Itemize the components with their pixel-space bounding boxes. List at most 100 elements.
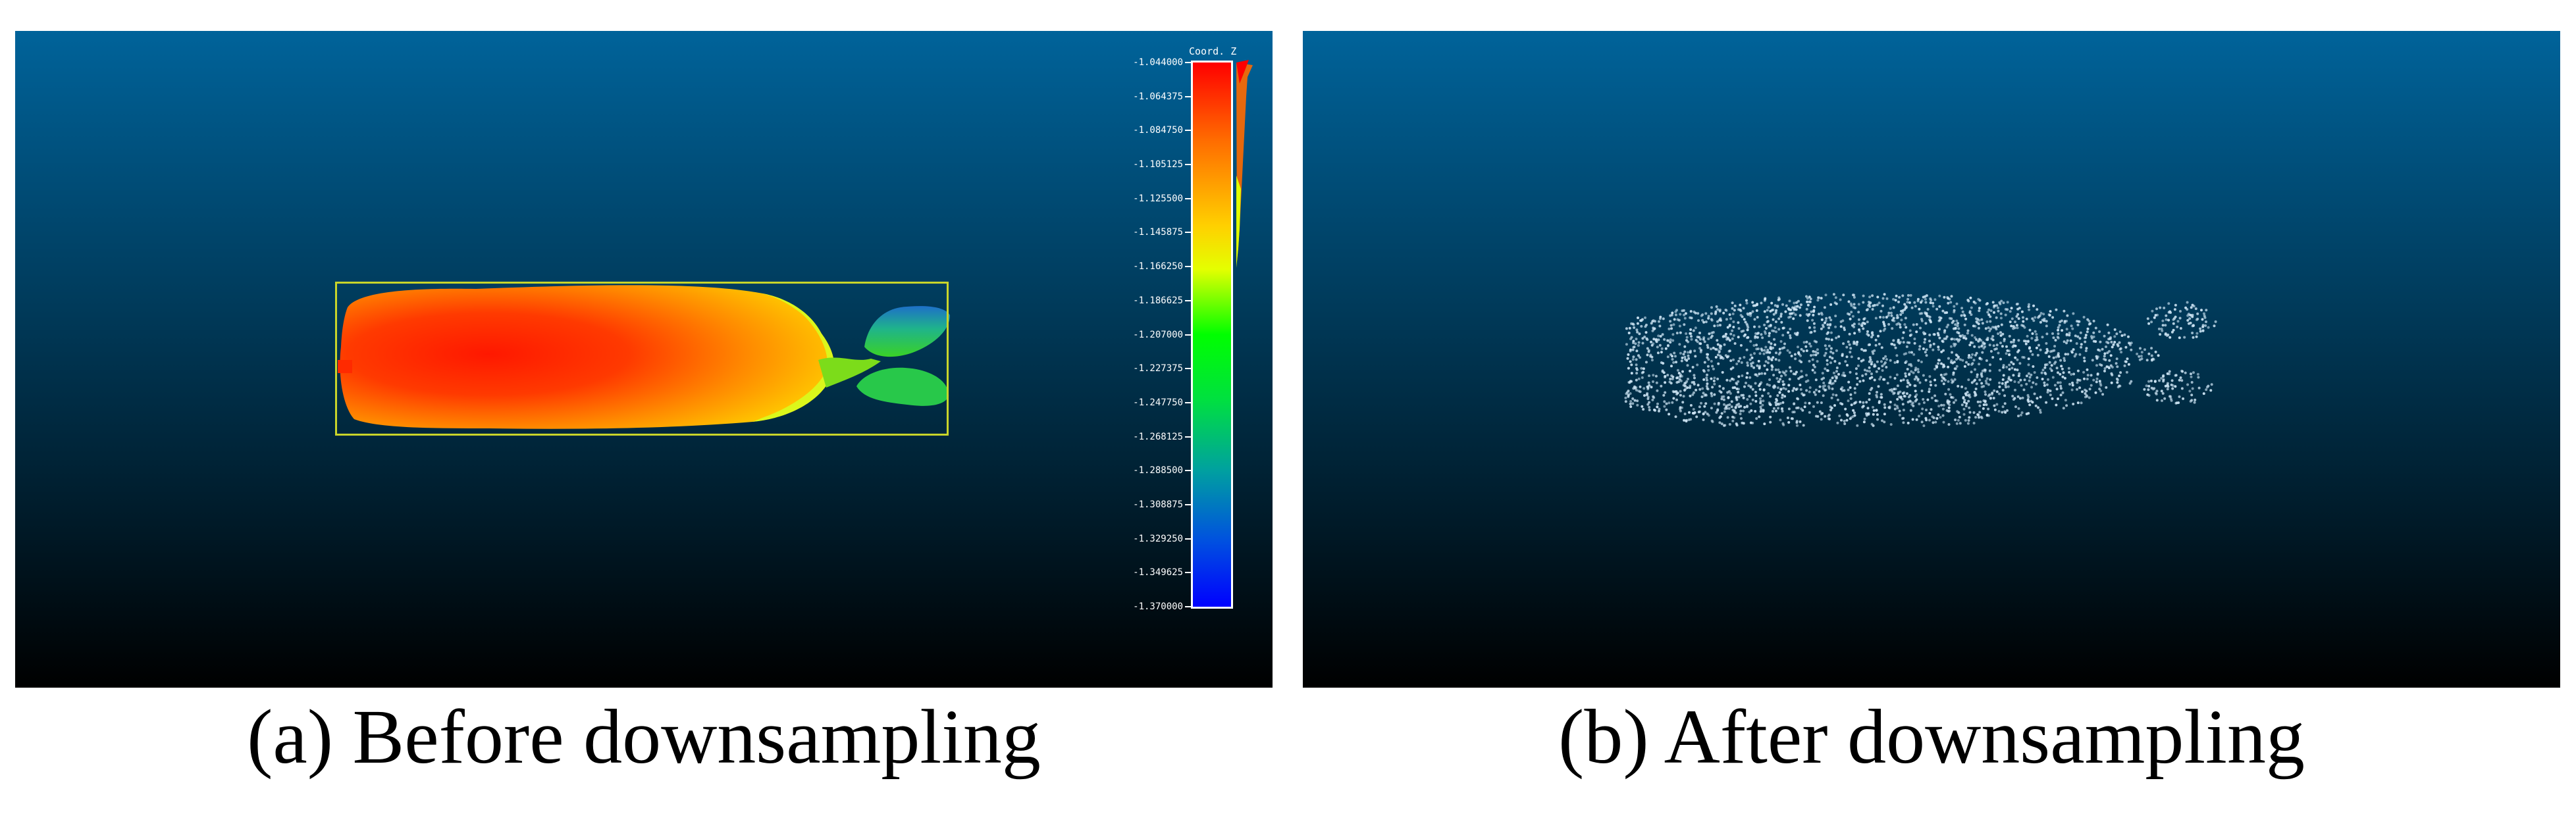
sparse-point (1866, 308, 1870, 311)
sparse-point (2103, 355, 2106, 358)
sparse-point (1830, 338, 1833, 342)
sparse-point (1930, 384, 1932, 387)
sparse-point (1982, 407, 1985, 410)
sparse-point (2022, 316, 2024, 319)
sparse-point (1729, 392, 1732, 395)
sparse-point (2158, 379, 2161, 382)
sparse-point (1754, 394, 1758, 397)
sparse-point (1942, 403, 1945, 407)
sparse-point (1818, 410, 1822, 413)
sparse-point (2076, 388, 2078, 391)
point-cloud-sparse (1624, 293, 2217, 427)
sparse-point (1984, 380, 1987, 382)
sparse-point (1879, 330, 1882, 333)
sparse-point (1870, 336, 1873, 339)
sparse-point (2068, 382, 2071, 386)
viewport-after-downsampling[interactable] (1303, 31, 2560, 688)
sparse-point (1908, 329, 1912, 332)
sparse-point (1924, 297, 1927, 301)
sparse-point (1748, 376, 1752, 379)
sparse-point (1885, 358, 1888, 361)
sparse-point (1905, 345, 1908, 348)
sparse-point (1988, 369, 1991, 372)
sparse-point (2041, 369, 2045, 372)
sparse-point (1947, 297, 1950, 300)
sparse-point (2083, 356, 2086, 359)
sparse-point (2071, 327, 2074, 330)
sparse-point (2109, 336, 2112, 339)
sparse-point (1743, 318, 1746, 321)
sparse-point (1995, 316, 1998, 319)
sparse-point (1795, 421, 1799, 424)
sparse-point (2086, 378, 2089, 380)
sparse-point (1754, 399, 1758, 403)
sparse-point (1768, 351, 1772, 354)
sparse-point (1781, 334, 1785, 337)
sparse-point (1901, 417, 1904, 420)
sparse-point (2115, 377, 2118, 380)
sparse-point (1755, 303, 1758, 307)
sparse-point (2188, 390, 2192, 393)
sparse-point (1790, 417, 1793, 420)
sparse-point (1851, 315, 1854, 318)
sparse-point (1856, 341, 1858, 344)
sparse-point (2089, 322, 2092, 325)
sparse-point (2028, 376, 2032, 379)
sparse-point (1782, 423, 1785, 426)
sparse-point (1955, 422, 1958, 425)
sparse-point (2202, 392, 2205, 395)
sparse-point (1705, 353, 1708, 356)
sparse-point (1731, 386, 1735, 390)
sparse-point (1912, 353, 1916, 356)
sparse-point (2028, 303, 2030, 306)
sparse-point (1874, 365, 1877, 368)
sparse-point (1637, 344, 1640, 347)
sparse-point (2174, 385, 2177, 388)
sparse-point (2149, 379, 2153, 382)
sparse-point (1903, 391, 1906, 394)
sparse-point (1704, 320, 1708, 324)
sparse-point (1653, 327, 1656, 330)
sparse-point (1844, 360, 1847, 363)
sparse-point (1928, 419, 1931, 422)
sparse-point (1781, 303, 1784, 306)
sparse-point (1915, 393, 1918, 396)
sparse-point (1715, 305, 1718, 308)
sparse-point (1764, 345, 1768, 349)
sparse-point (1737, 375, 1741, 378)
sparse-point (1938, 336, 1941, 340)
sparse-point (1856, 424, 1859, 427)
sparse-point (2031, 401, 2034, 404)
sparse-point (1732, 326, 1735, 328)
sparse-point (1887, 322, 1891, 326)
sparse-point (1628, 326, 1631, 330)
sparse-point (1975, 382, 1978, 386)
sparse-point (1962, 413, 1966, 416)
viewport-before-downsampling[interactable]: Coord. Z -1.044000 -1.064375 -1.084750 -1.1… (15, 31, 1273, 688)
sparse-point (1950, 317, 1953, 320)
sparse-point (2080, 343, 2083, 346)
sparse-point (1989, 363, 1991, 367)
sparse-point (1958, 415, 1961, 419)
sparse-point (2182, 397, 2185, 400)
sparse-point (1936, 332, 1939, 335)
sparse-point (1902, 378, 1905, 382)
sparse-point (1987, 313, 1991, 317)
sparse-point (1991, 301, 1995, 304)
sparse-point (2059, 372, 2062, 376)
sparse-point (1758, 382, 1762, 386)
sparse-point (1776, 386, 1779, 390)
sparse-point (1693, 391, 1695, 394)
sparse-point (2074, 353, 2078, 356)
sparse-point (1696, 340, 1699, 343)
sparse-point (1774, 326, 1777, 329)
sparse-point (1721, 370, 1724, 374)
sparse-point (1883, 420, 1886, 424)
sparse-point (2189, 321, 2192, 324)
sparse-point (2161, 324, 2165, 327)
sparse-point (1632, 355, 1635, 359)
sparse-point (2160, 376, 2163, 380)
sparse-point (2039, 320, 2042, 324)
sparse-point (1651, 398, 1654, 401)
sparse-point (1658, 320, 1660, 323)
